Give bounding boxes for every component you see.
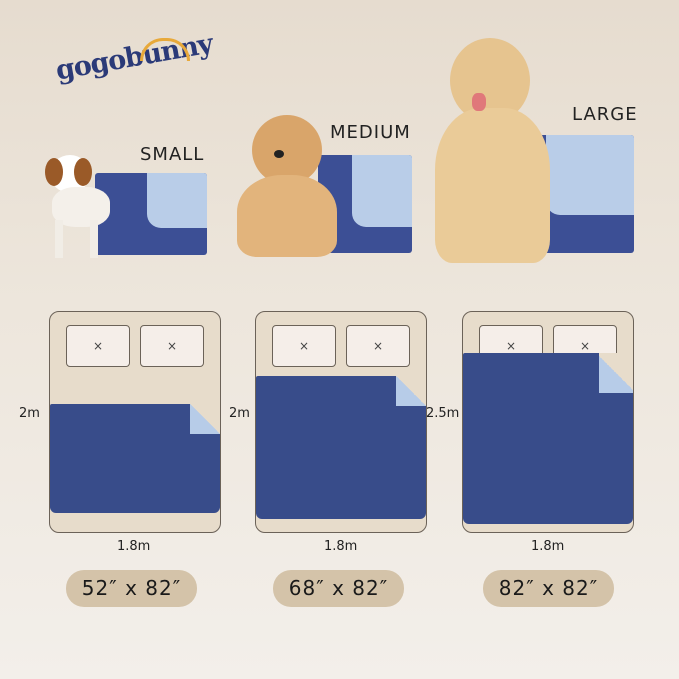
pad-on-bed [50, 404, 220, 513]
pad-on-bed [463, 353, 633, 524]
dimension-badge-medium: 68″ x 82″ [273, 570, 404, 607]
dimension-badge-small: 52″ x 82″ [66, 570, 197, 607]
bed-diagram-large: × × [462, 311, 634, 533]
size-label-small: SMALL [140, 144, 205, 165]
dimension-badge-large: 82″ x 82″ [483, 570, 614, 607]
size-label-medium: MEDIUM [330, 122, 411, 143]
bed-length-medium: 2m [229, 406, 250, 421]
bed-width-small: 1.8m [117, 539, 151, 554]
pillow: × [66, 325, 130, 367]
bed-diagram-small: × × [49, 311, 221, 533]
bed-width-large: 1.8m [531, 539, 565, 554]
pillow: × [346, 325, 410, 367]
pillow: × [140, 325, 204, 367]
pad-on-bed [256, 376, 426, 519]
bed-width-medium: 1.8m [324, 539, 358, 554]
brand-logo: gogobunny [53, 28, 215, 87]
dog-large-image [430, 38, 555, 266]
size-label-large: LARGE [572, 104, 638, 125]
bed-length-small: 2m [19, 406, 40, 421]
pillow: × [272, 325, 336, 367]
dog-small-image [40, 155, 115, 260]
dog-medium-image [232, 115, 342, 260]
bed-diagram-medium: × × [255, 311, 427, 533]
pad-small [95, 173, 207, 255]
bed-length-large: 2.5m [426, 406, 460, 421]
